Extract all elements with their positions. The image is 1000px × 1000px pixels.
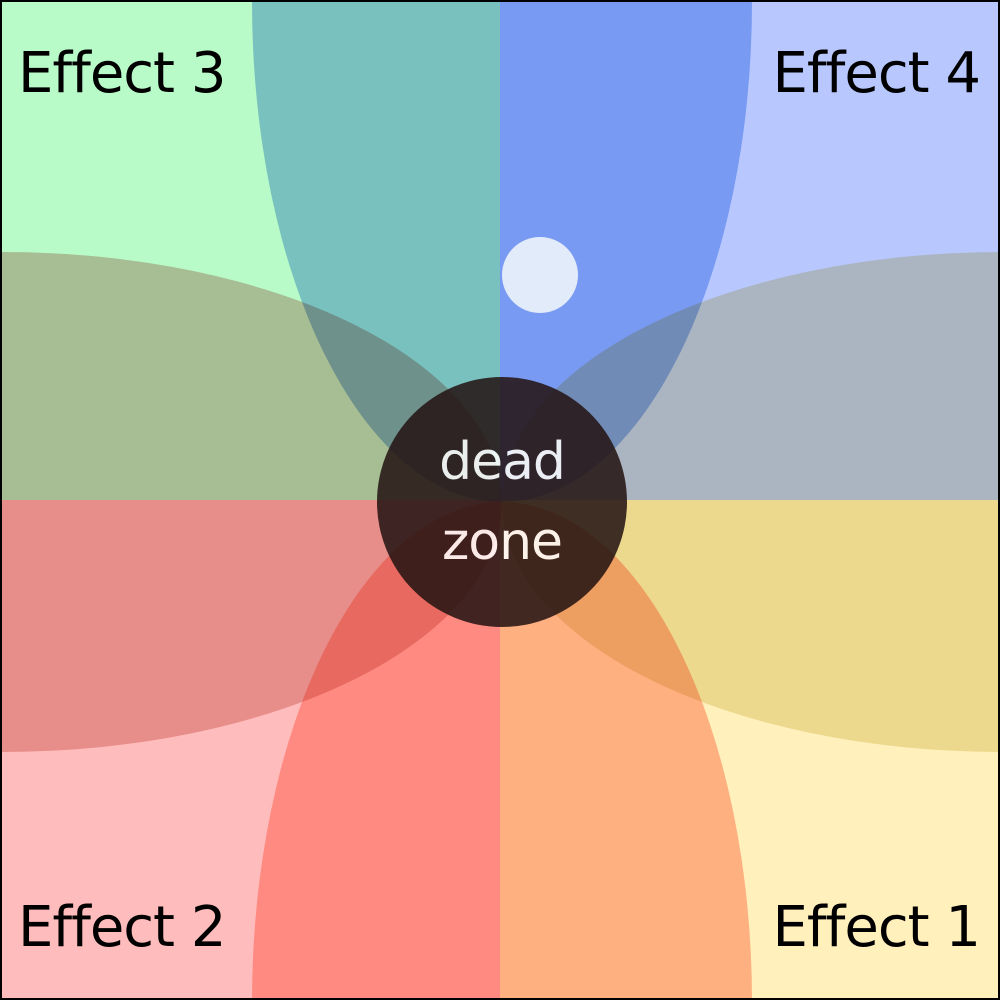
effect-2-label: Effect 2 bbox=[18, 895, 226, 960]
dead-zone-line-1: dead bbox=[439, 432, 566, 492]
effect-3-label: Effect 3 bbox=[18, 41, 226, 106]
effect-4-label: Effect 4 bbox=[772, 41, 981, 106]
dead-zone-label: dead zone bbox=[402, 422, 602, 582]
dead-zone-line-2: zone bbox=[441, 512, 563, 572]
pad-cursor[interactable] bbox=[502, 237, 578, 313]
dead-zone: dead zone bbox=[377, 377, 627, 627]
effect-1-label: Effect 1 bbox=[772, 895, 981, 960]
